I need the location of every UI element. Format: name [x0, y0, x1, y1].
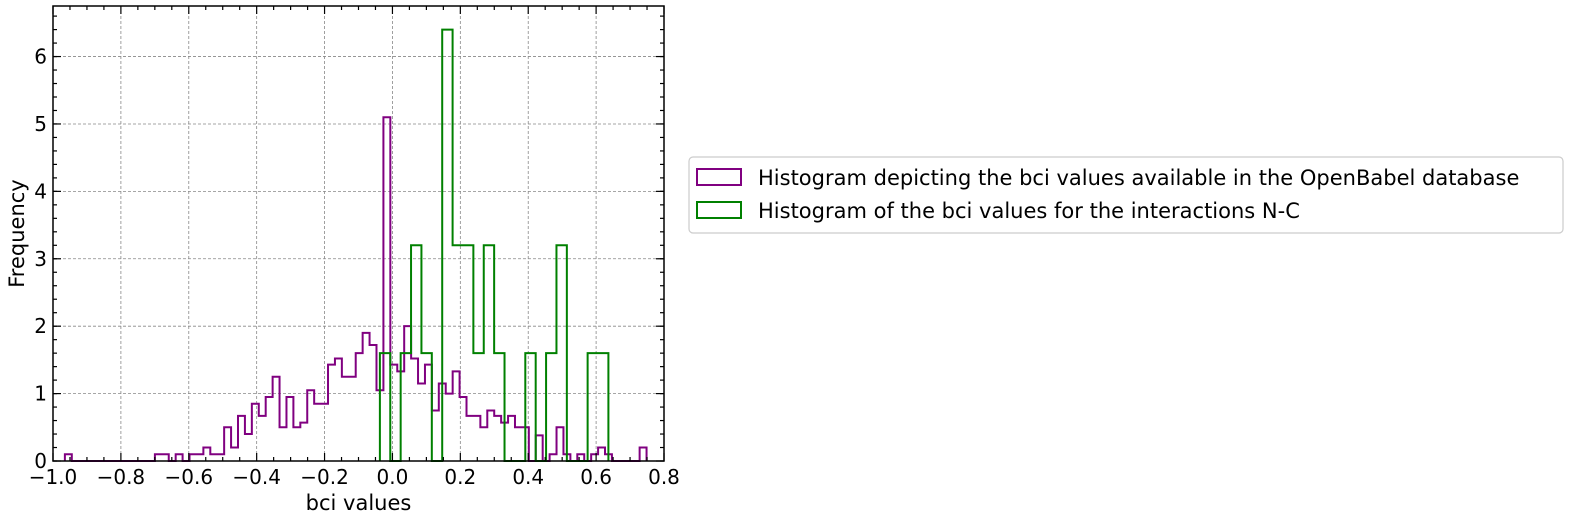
y-tick-label: 6: [34, 45, 47, 69]
y-tick-label: 3: [34, 247, 47, 271]
legend-swatch-n-c-interactions: [696, 201, 742, 219]
legend: Histogram depicting the bci values avail…: [688, 156, 1564, 234]
histogram-series-1: [378, 28, 610, 462]
x-axis-label: bci values: [306, 491, 412, 515]
legend-swatch-openbabel: [696, 168, 742, 186]
y-tick-label: 1: [34, 382, 47, 406]
x-tick-label: −0.4: [232, 465, 281, 489]
x-tick-label: 0.4: [512, 465, 544, 489]
histogram-series-0: [63, 116, 648, 462]
legend-label-n-c-interactions: Histogram of the bci values for the inte…: [758, 199, 1300, 223]
legend-frame: [688, 156, 1564, 234]
y-axis-label: Frequency: [5, 179, 29, 288]
grid-lines: [52, 6, 665, 462]
x-tick-label: 0.2: [444, 465, 476, 489]
x-tick-label: 0.6: [580, 465, 612, 489]
x-tick-label: −0.8: [97, 465, 146, 489]
axis-ticks: [52, 6, 665, 462]
plot-frame: [52, 5, 665, 462]
x-tick-label: 0.8: [648, 465, 680, 489]
y-tick-label: 5: [34, 112, 47, 136]
x-tick-label: −0.2: [300, 465, 349, 489]
y-tick-label: 0: [34, 449, 47, 473]
y-tick-label: 2: [34, 314, 47, 338]
x-tick-label: −1.0: [29, 465, 78, 489]
x-tick-label: −0.6: [164, 465, 213, 489]
tick-labels: −1.0 −0.8 −0.6 −0.4 −0.2 0.0 0.2 0.4 0.6 0.8 0 1 2 3 4…: [29, 45, 680, 489]
x-tick-label: 0.0: [377, 465, 409, 489]
y-tick-label: 4: [34, 179, 47, 203]
legend-label-openbabel: Histogram depicting the bci values avail…: [758, 166, 1519, 190]
histogram-series: [63, 28, 648, 462]
